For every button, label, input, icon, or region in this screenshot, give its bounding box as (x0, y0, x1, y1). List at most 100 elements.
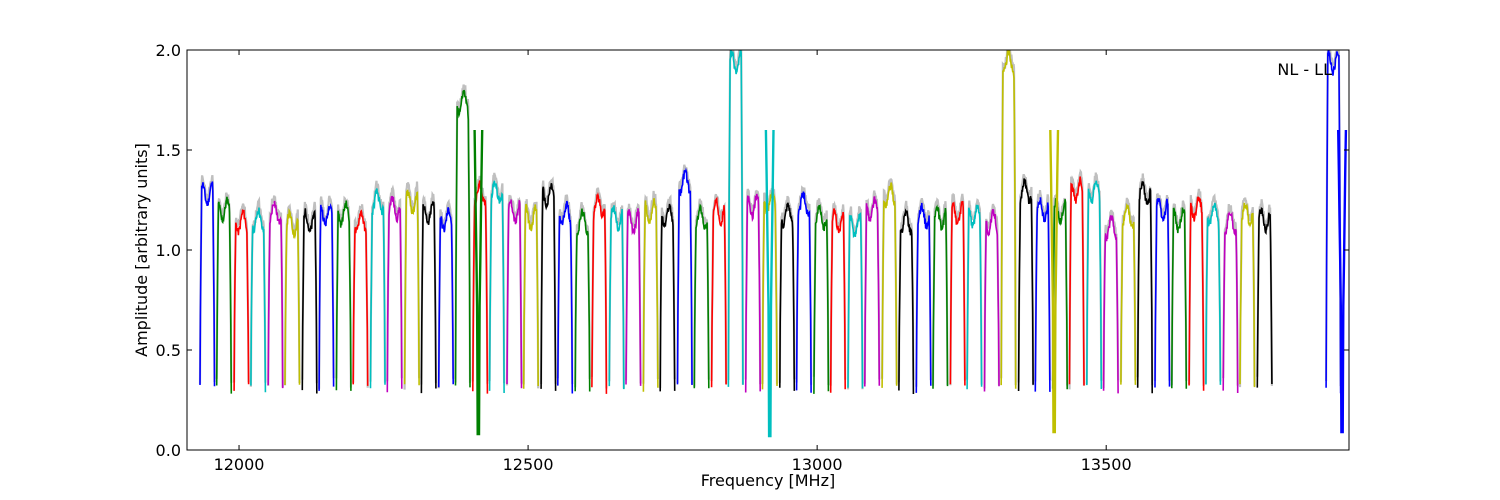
channel-trace (506, 199, 523, 389)
notch-trace (1337, 129, 1348, 434)
channel-trace (1154, 198, 1171, 388)
tick-layer: 12000 12500 13000 13500 0.0 0.5 1.0 1.5 2.0 (156, 41, 1349, 474)
x-tick-label: 12500 (503, 455, 554, 474)
channel-trace (710, 196, 727, 388)
reference-trace (642, 190, 659, 384)
channel-trace (1000, 50, 1017, 389)
channel-trace (795, 191, 812, 393)
x-tick-label: 13000 (792, 455, 843, 474)
channel-trace (403, 189, 420, 386)
y-axis-label: Amplitude [arbitrary units] (132, 143, 151, 357)
x-tick-label: 13500 (1081, 455, 1132, 474)
reference-trace (1256, 199, 1273, 386)
channel-trace (983, 208, 1000, 392)
channel-trace (864, 196, 881, 387)
channel-trace (591, 192, 608, 394)
channel-trace (1068, 176, 1085, 386)
reference-trace (198, 175, 216, 384)
channel-trace (744, 193, 761, 393)
channel-trace (318, 202, 335, 391)
channel-trace (215, 196, 233, 394)
y-tick-label: 0.5 (156, 341, 181, 360)
channel-trace (199, 181, 216, 387)
channel-trace (574, 208, 591, 392)
channel-trace (966, 204, 983, 390)
reference-trace (1153, 192, 1171, 381)
reference-trace (727, 50, 744, 385)
channel-trace (488, 180, 505, 394)
channel-trace (1017, 178, 1034, 392)
reference-trace (1102, 209, 1120, 389)
channel-trace (1136, 181, 1153, 394)
reference-trace (403, 181, 421, 390)
channel-trace (557, 200, 574, 394)
channel-trace (454, 89, 471, 388)
channel-trace (1120, 203, 1137, 385)
channel-trace (881, 182, 898, 388)
channel-trace (284, 208, 301, 386)
channel-trace (813, 204, 830, 394)
reference-trace (829, 200, 847, 386)
notch-trace (1049, 129, 1060, 434)
reference-trace (1017, 173, 1035, 386)
notch-trace (764, 129, 775, 438)
channel-trace (1171, 207, 1188, 389)
channel-trace (267, 200, 284, 389)
channel-trace (540, 182, 557, 391)
notch-trace (473, 129, 484, 436)
channel-trace (335, 200, 352, 391)
x-axis-label: Frequency [MHz] (701, 471, 835, 490)
channel-trace (659, 203, 676, 392)
channel-trace (1086, 180, 1103, 390)
y-tick-label: 0.0 (156, 441, 181, 460)
channel-trace (1102, 214, 1119, 394)
y-tick-label: 2.0 (156, 41, 181, 60)
channel-trace (676, 167, 693, 386)
reference-trace (1170, 200, 1188, 386)
channel-trace (301, 208, 318, 394)
channel-trace (386, 195, 403, 393)
reference-trace (744, 188, 762, 385)
channel-trace (437, 207, 454, 388)
reference-trace (1068, 168, 1086, 390)
channel-trace (829, 208, 846, 393)
channel-trace (625, 208, 642, 386)
channel-trace (693, 203, 710, 389)
channel-trace (420, 201, 437, 394)
channel-trace (642, 198, 659, 392)
trace-layer (198, 50, 1348, 438)
channel-trace (761, 190, 778, 390)
reference-trace (881, 178, 898, 385)
channel-trace (369, 187, 386, 389)
reference-trace (676, 164, 694, 385)
chart-annotation: NL - LL (1277, 60, 1332, 79)
channel-trace (915, 202, 932, 393)
channel-trace (1239, 202, 1256, 388)
channel-trace (1034, 197, 1051, 392)
channel-trace (1222, 211, 1239, 394)
reference-trace (897, 200, 915, 383)
channel-trace (898, 208, 915, 395)
reference-trace (352, 204, 369, 388)
reference-trace (1325, 50, 1342, 387)
channel-trace (949, 200, 966, 386)
reference-trace (812, 198, 830, 386)
channel-trace (352, 209, 369, 386)
reference-trace (659, 194, 676, 389)
channel-trace (1205, 202, 1222, 385)
reference-trace (846, 205, 864, 390)
channel-trace (1256, 207, 1273, 388)
y-tick-label: 1.0 (156, 241, 181, 260)
channel-trace (608, 205, 625, 390)
reference-trace (1222, 204, 1239, 386)
channel-trace (847, 212, 864, 389)
reference-trace (574, 202, 591, 388)
channel-trace (932, 204, 949, 389)
reference-trace (1000, 50, 1017, 386)
channel-trace (250, 207, 267, 393)
y-tick-label: 1.5 (156, 141, 181, 160)
channel-trace (233, 208, 250, 391)
channel-trace (1188, 196, 1205, 391)
